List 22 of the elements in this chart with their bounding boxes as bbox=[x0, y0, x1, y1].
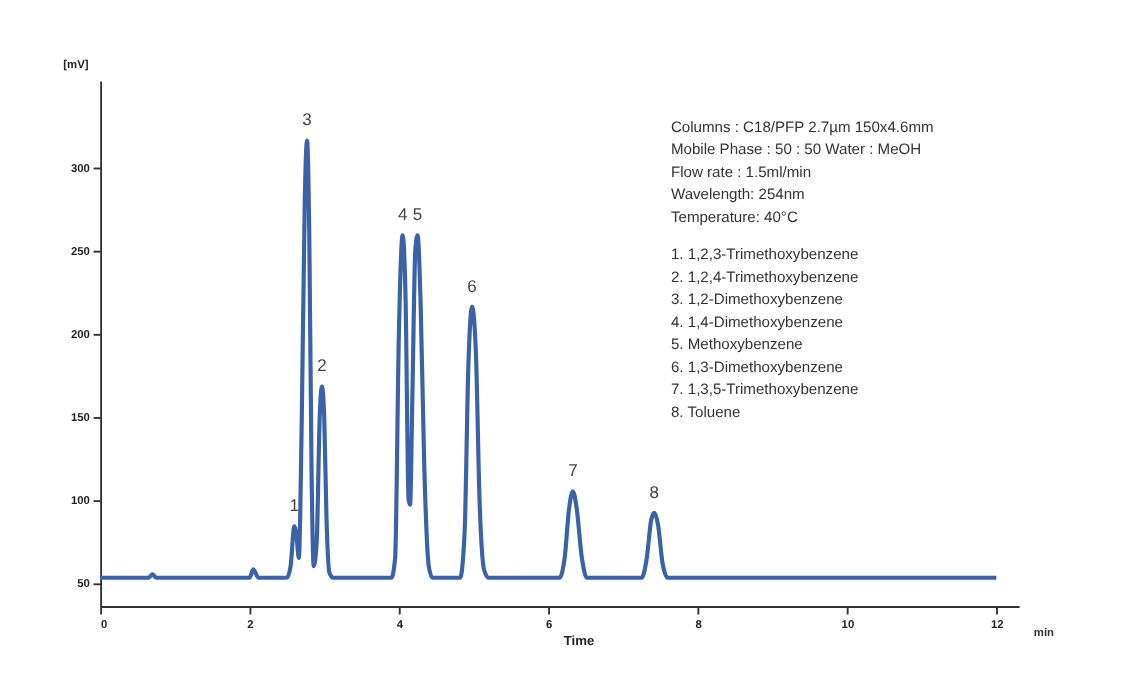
line-series bbox=[98, 138, 999, 580]
annotation: 4. 1,4-Dimethoxybenzene bbox=[670, 312, 843, 331]
annotation: 5. Methoxybenzene bbox=[670, 335, 803, 354]
annotation: 7 bbox=[568, 460, 579, 481]
annotation: 8. Toluene bbox=[670, 402, 741, 421]
annotation: 1 bbox=[289, 495, 300, 516]
annotation: Columns : C18/PFP 2.7µm 150x4.6mm bbox=[670, 117, 934, 136]
annotation: 6. 1,3-Dimethoxybenzene bbox=[670, 357, 843, 376]
annotation: Mobile Phase : 50 : 50 Water : MeOH bbox=[670, 140, 922, 159]
annotation: 4 bbox=[397, 204, 408, 225]
annotation: 7. 1,3,5-Trimethoxybenzene bbox=[670, 380, 859, 399]
annotation: 3 bbox=[302, 109, 313, 130]
annotation: 8 bbox=[649, 481, 660, 502]
annotation: 1. 1,2,3-Trimethoxybenzene bbox=[670, 245, 859, 264]
annotation: 2 bbox=[317, 355, 328, 376]
annotation: 2. 1,2,4-Trimethoxybenzene bbox=[670, 267, 859, 286]
annotation: Wavelength: 254nm bbox=[670, 185, 805, 204]
annotation: Flow rate : 1.5ml/min bbox=[670, 162, 812, 181]
annotation: 6 bbox=[467, 275, 478, 296]
annotation: 5 bbox=[412, 204, 423, 225]
annotation: 3. 1,2-Dimethoxybenzene bbox=[670, 290, 843, 309]
annotation: Temperature: 40°C bbox=[670, 207, 799, 226]
